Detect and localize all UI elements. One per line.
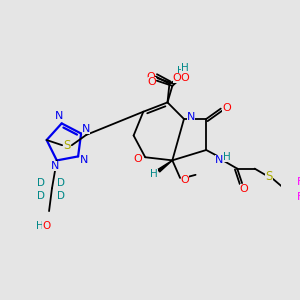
Text: H: H xyxy=(35,220,43,231)
Text: S: S xyxy=(266,170,273,183)
Text: O: O xyxy=(148,77,156,87)
Text: D: D xyxy=(57,178,65,188)
Text: N: N xyxy=(51,160,59,171)
Text: H: H xyxy=(223,152,230,162)
Text: H: H xyxy=(150,169,158,179)
Text: H: H xyxy=(177,66,185,76)
Text: N: N xyxy=(55,111,63,121)
Text: O: O xyxy=(173,73,182,82)
Polygon shape xyxy=(158,160,172,172)
Text: H: H xyxy=(182,68,190,78)
Text: O: O xyxy=(222,103,231,112)
Text: F: F xyxy=(297,192,300,202)
Text: H: H xyxy=(181,63,189,73)
Text: O: O xyxy=(177,74,185,84)
Text: O: O xyxy=(133,154,142,164)
Text: O: O xyxy=(42,220,50,231)
Text: N: N xyxy=(80,154,88,164)
Text: N: N xyxy=(82,124,90,134)
Text: F: F xyxy=(297,177,300,187)
Text: O: O xyxy=(181,175,189,185)
Text: O: O xyxy=(147,72,155,82)
Text: N: N xyxy=(214,155,223,165)
Text: O: O xyxy=(240,184,248,194)
Text: D: D xyxy=(37,178,45,188)
Text: O: O xyxy=(181,73,189,82)
Text: D: D xyxy=(37,190,45,201)
Text: S: S xyxy=(63,139,71,152)
Text: N: N xyxy=(187,112,195,122)
Text: D: D xyxy=(57,190,65,201)
